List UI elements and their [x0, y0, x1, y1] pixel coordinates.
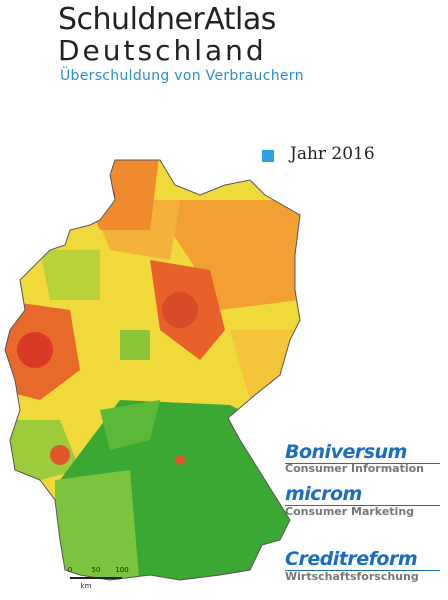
rule	[285, 463, 440, 464]
title: Deutschland	[58, 34, 267, 67]
map-regions	[5, 160, 300, 580]
scale-label: 0	[68, 566, 72, 574]
rule	[285, 570, 440, 571]
logo-tagline: Consumer Information	[285, 462, 425, 475]
rule	[285, 505, 440, 506]
title: SchuldnerAtlas	[58, 2, 276, 37]
logo-tagline: Consumer Marketing	[285, 505, 415, 518]
scale-label: 50	[92, 566, 101, 574]
logo-tagline: Wirtschaftsforschung	[285, 570, 419, 583]
marker	[262, 150, 274, 162]
year-label: Jahr 2016	[290, 144, 375, 164]
logo: Creditreform	[285, 548, 418, 570]
scale-label: 100	[115, 566, 128, 574]
subtitle: Überschuldung von Verbrauchern	[60, 68, 304, 84]
logo: Boniversum	[285, 441, 407, 463]
logo: microm	[285, 483, 362, 505]
scale-unit: km	[81, 582, 92, 590]
